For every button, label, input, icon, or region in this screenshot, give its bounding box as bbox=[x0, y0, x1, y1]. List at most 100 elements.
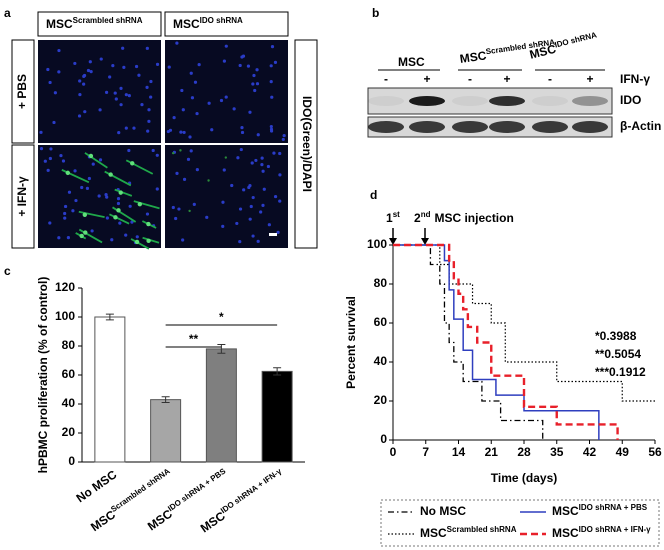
nucleus bbox=[282, 133, 286, 138]
treatment-sign: - bbox=[548, 72, 552, 86]
stain-box bbox=[294, 39, 318, 249]
legend-label-sup: IDO shRNA + PBS bbox=[579, 503, 648, 512]
annotation: 2nd MSC injection bbox=[414, 210, 514, 226]
nucleus bbox=[250, 161, 254, 165]
ido-cell bbox=[142, 236, 160, 244]
band-label: β-Actin bbox=[620, 119, 661, 133]
blot-band bbox=[409, 96, 445, 106]
significance-label: * bbox=[219, 310, 224, 324]
nucleus bbox=[116, 201, 121, 206]
nucleus bbox=[149, 79, 153, 84]
y-axis-label: Percent survival bbox=[344, 296, 358, 389]
nucleus bbox=[195, 168, 199, 172]
nucleus bbox=[175, 41, 179, 45]
nucleus bbox=[46, 168, 50, 172]
micrograph bbox=[165, 145, 288, 248]
nucleus bbox=[262, 187, 266, 191]
nucleus bbox=[242, 188, 246, 192]
nucleus bbox=[172, 116, 176, 120]
nucleus bbox=[48, 156, 52, 161]
nucleus bbox=[48, 80, 52, 85]
x-tick-label: 49 bbox=[616, 445, 630, 459]
nucleus bbox=[57, 70, 61, 74]
significance-label: ** bbox=[189, 332, 199, 346]
legend-label: MSCIDO shRNA + PBS bbox=[552, 503, 648, 519]
bar bbox=[205, 348, 237, 463]
ido-cell-body bbox=[146, 238, 151, 243]
treatment-sign: + bbox=[503, 72, 510, 86]
row-header-box bbox=[11, 39, 35, 144]
blot-band bbox=[489, 121, 525, 133]
nucleus bbox=[266, 164, 271, 169]
nucleus bbox=[140, 103, 144, 107]
ido-cell-body bbox=[82, 212, 88, 217]
nucleus bbox=[249, 204, 253, 209]
treatment-sign: - bbox=[384, 72, 388, 86]
nucleus bbox=[281, 137, 285, 142]
nucleus bbox=[145, 46, 149, 50]
ido-cell bbox=[78, 210, 105, 219]
ido-cell bbox=[130, 238, 150, 250]
blot-group-sup: IDO shRNA bbox=[554, 30, 598, 49]
legend-label: No MSC bbox=[420, 504, 466, 518]
legend-label-base: MSC bbox=[552, 526, 579, 540]
nucleus bbox=[278, 173, 282, 177]
nucleus bbox=[105, 195, 109, 199]
nucleus bbox=[97, 194, 101, 198]
nucleus bbox=[57, 48, 61, 53]
nucleus bbox=[73, 61, 77, 66]
nucleus bbox=[261, 203, 265, 207]
nucleus bbox=[130, 220, 134, 224]
nucleus bbox=[255, 82, 260, 86]
nucleus bbox=[147, 119, 151, 123]
nucleus bbox=[71, 209, 75, 213]
nucleus bbox=[49, 147, 53, 151]
x-tick-label: 21 bbox=[485, 445, 499, 459]
nucleus bbox=[85, 186, 90, 190]
ido-dot bbox=[188, 209, 191, 213]
y-tick-label: 20 bbox=[62, 425, 76, 439]
column-header-box bbox=[164, 11, 289, 37]
nucleus bbox=[175, 171, 179, 176]
blot-band bbox=[368, 96, 404, 106]
nucleus bbox=[240, 126, 244, 130]
error-bar bbox=[273, 367, 282, 376]
nucleus bbox=[80, 185, 84, 190]
nucleus bbox=[146, 129, 150, 133]
nucleus bbox=[248, 184, 252, 188]
nucleus bbox=[224, 95, 228, 99]
nucleus bbox=[147, 108, 151, 112]
nucleus bbox=[39, 146, 44, 151]
column-header-box bbox=[37, 11, 162, 37]
x-axis-label: Time (days) bbox=[491, 471, 557, 485]
nucleus bbox=[151, 148, 155, 153]
nucleus bbox=[259, 210, 263, 214]
nucleus bbox=[270, 95, 274, 99]
nucleus bbox=[224, 44, 228, 48]
column-header-base: MSC bbox=[46, 17, 73, 31]
y-tick-label: 100 bbox=[55, 309, 75, 323]
ido-cell bbox=[109, 213, 130, 225]
p-value: **0.5054 bbox=[595, 347, 641, 361]
ido-cell-body bbox=[88, 153, 94, 159]
x-tick-label: 14 bbox=[452, 445, 466, 459]
legend-label-base: MSC bbox=[552, 504, 579, 518]
ido-cell-body bbox=[134, 239, 140, 245]
nucleus bbox=[67, 190, 72, 194]
x-tick-label: No MSC bbox=[74, 467, 120, 505]
nucleus bbox=[180, 88, 184, 93]
blot-group-base: MSC bbox=[398, 55, 425, 69]
nucleus bbox=[186, 157, 191, 161]
nucleus bbox=[121, 46, 125, 50]
nucleus bbox=[119, 103, 123, 107]
nucleus bbox=[210, 128, 214, 132]
nucleus bbox=[135, 235, 139, 239]
nucleus bbox=[88, 60, 92, 64]
nucleus bbox=[219, 98, 224, 103]
survival-curve bbox=[393, 244, 655, 402]
ido-cell-body bbox=[79, 233, 84, 239]
nucleus bbox=[260, 163, 264, 167]
nucleus bbox=[251, 234, 255, 238]
nucleus bbox=[77, 114, 82, 118]
nucleus bbox=[104, 90, 109, 94]
